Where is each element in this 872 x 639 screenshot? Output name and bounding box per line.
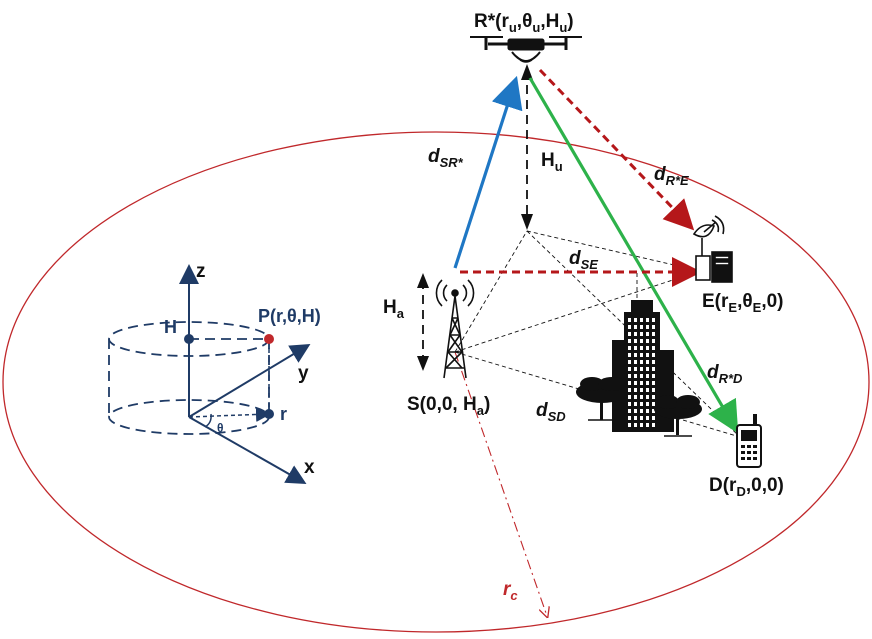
link-relay-eavesdropper [538, 68, 695, 231]
distance-SE-label: dSE [569, 248, 598, 272]
coverage-radius-line [454, 351, 547, 616]
relay-height-label: Hu [541, 150, 563, 174]
base-station-tower-icon [435, 279, 475, 379]
point-P-label: P(r,θ,H) [258, 306, 321, 326]
coverage-ellipse [2, 131, 870, 633]
z-axis-label: z [196, 261, 206, 282]
inset-r-label: r [280, 404, 287, 424]
tree-icon [576, 377, 628, 421]
coverage-radius-label: rc [503, 579, 518, 603]
tree-icon [654, 395, 702, 437]
eavesdropper-station-icon [692, 215, 733, 283]
source-label: S(0,0, Ha) [407, 394, 490, 418]
link-relay-destination [528, 77, 739, 434]
drone-icon [470, 36, 582, 63]
mobile-phone-icon [736, 414, 762, 468]
coordinate-inset [108, 264, 311, 484]
distance-RD-label: dR*D [707, 362, 743, 386]
destination-label: D(rD,0,0) [709, 475, 784, 499]
relay-label: R*(ru,θu,Hu) [474, 11, 574, 35]
distance-SR-label: dSR* [428, 146, 464, 170]
eavesdropper-label: E(rE,θE,0) [702, 291, 784, 315]
y-axis-label: y [298, 363, 309, 384]
distance-RE-label: dR*E [654, 164, 689, 188]
inset-H-label: H [164, 317, 177, 337]
link-source-relay [453, 75, 523, 269]
building-icon [612, 300, 674, 432]
inset-theta-label: θ [217, 421, 224, 435]
x-axis-label: x [304, 457, 315, 478]
source-height-label: Ha [383, 297, 405, 321]
distance-SD-label: dSD [536, 400, 566, 424]
